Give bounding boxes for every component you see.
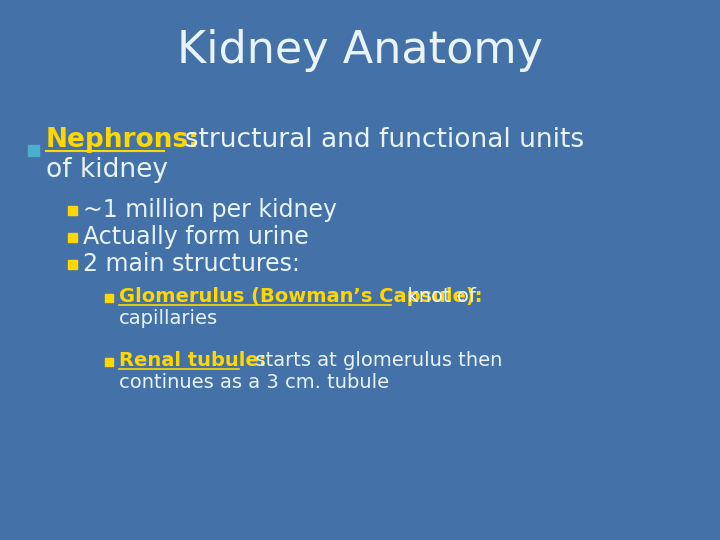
- Text: knot of: knot of: [395, 287, 476, 306]
- Bar: [105, 358, 113, 366]
- Bar: [68, 206, 77, 214]
- Text: Nephrons:: Nephrons:: [46, 127, 199, 153]
- Text: Actually form urine: Actually form urine: [83, 225, 309, 249]
- Text: ~1 million per kidney: ~1 million per kidney: [83, 198, 337, 222]
- Bar: [68, 233, 77, 241]
- Text: of kidney: of kidney: [46, 157, 168, 183]
- Text: structural and functional units: structural and functional units: [168, 127, 584, 153]
- Text: capillaries: capillaries: [119, 308, 218, 327]
- Text: continues as a 3 cm. tubule: continues as a 3 cm. tubule: [119, 373, 389, 392]
- Text: Kidney Anatomy: Kidney Anatomy: [177, 29, 543, 71]
- Bar: [105, 294, 113, 302]
- Text: starts at glomerulus then: starts at glomerulus then: [243, 350, 503, 369]
- Text: Glomerulus (Bowman’s Capsule):: Glomerulus (Bowman’s Capsule):: [119, 287, 482, 306]
- Bar: [28, 145, 39, 156]
- Text: Renal tubule:: Renal tubule:: [119, 350, 266, 369]
- Bar: [68, 260, 77, 268]
- Text: 2 main structures:: 2 main structures:: [83, 252, 300, 276]
